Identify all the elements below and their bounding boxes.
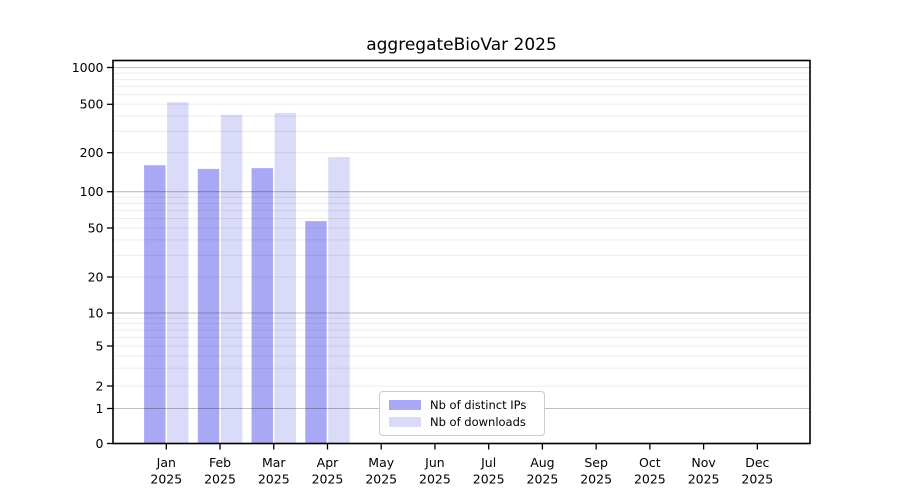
bar-downloads-feb — [220, 114, 243, 444]
x-tick-label-year: 2025 — [634, 472, 666, 487]
x-tick-label-year: 2025 — [365, 472, 397, 487]
x-tick-label-month: May — [368, 455, 394, 470]
y-tick-label: 2 — [96, 378, 104, 393]
x-tick-label-month: Feb — [209, 455, 231, 470]
x-tick-label-month: Apr — [317, 455, 339, 470]
x-tick-label-year: 2025 — [419, 472, 451, 487]
y-tick-label: 50 — [88, 220, 104, 235]
y-tick-label: 5 — [96, 338, 104, 353]
y-tick-label: 200 — [80, 145, 104, 160]
x-tick-label-year: 2025 — [580, 472, 612, 487]
chart-title: aggregateBioVar 2025 — [366, 35, 557, 55]
legend-row-downloads: Nb of downloads — [389, 416, 536, 429]
x-tick-label-month: Nov — [691, 455, 716, 470]
legend-swatch-distinct-ips — [389, 400, 421, 411]
bar-downloads-apr — [328, 157, 350, 444]
x-tick-label-month: Mar — [262, 455, 286, 470]
y-tick-label: 20 — [88, 269, 104, 284]
x-tick-label-year: 2025 — [473, 472, 505, 487]
bar-downloads-jan — [167, 102, 189, 444]
x-tick-label-month: Jun — [424, 455, 445, 470]
bar-distinct-ips-feb — [197, 168, 220, 444]
bar-distinct-ips-mar — [251, 168, 273, 444]
y-tick-label: 1 — [96, 401, 104, 416]
bar-downloads-mar — [274, 112, 296, 444]
chart-legend: Nb of distinct IPs Nb of downloads — [379, 391, 545, 436]
x-tick-label-year: 2025 — [204, 472, 236, 487]
bar-distinct-ips-apr — [305, 221, 327, 444]
legend-swatch-downloads — [389, 416, 421, 427]
x-tick-label-month: Jul — [480, 455, 496, 470]
y-tick-label: 500 — [80, 97, 104, 112]
y-tick-label: 1000 — [72, 60, 104, 75]
legend-label-downloads: Nb of downloads — [430, 414, 526, 429]
x-tick-label-year: 2025 — [741, 472, 773, 487]
y-tick-label: 100 — [80, 184, 104, 199]
x-tick-label-year: 2025 — [150, 472, 182, 487]
x-tick-label-month: Dec — [745, 455, 769, 470]
x-tick-label-month: Jan — [156, 455, 176, 470]
x-tick-label-year: 2025 — [527, 472, 559, 487]
x-tick-label-month: Oct — [639, 455, 661, 470]
y-tick-label: 10 — [88, 305, 104, 320]
x-tick-label-month: Sep — [584, 455, 608, 470]
legend-label-distinct-ips: Nb of distinct IPs — [430, 398, 527, 412]
legend-row-distinct-ips: Nb of distinct IPs — [389, 399, 536, 412]
bar-distinct-ips-jan — [144, 165, 166, 444]
plot-border — [112, 59, 811, 445]
x-tick-label-year: 2025 — [688, 472, 720, 487]
x-tick-label-year: 2025 — [258, 472, 290, 487]
x-tick-label-year: 2025 — [312, 472, 344, 487]
x-tick-label-month: Aug — [530, 455, 554, 470]
y-tick-label: 0 — [96, 436, 104, 451]
